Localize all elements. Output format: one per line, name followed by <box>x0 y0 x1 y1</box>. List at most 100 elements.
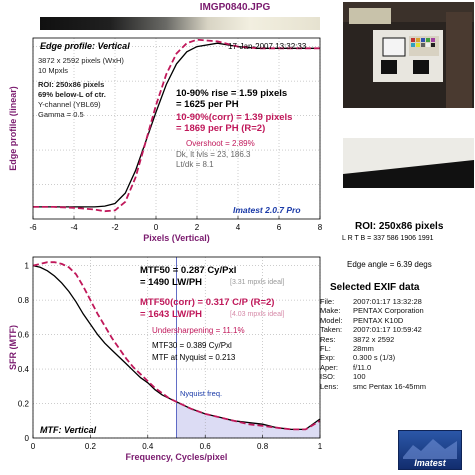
exif-value: 2007:01:17 10:59:42 <box>353 325 422 335</box>
exif-row: Res: 3872 x 2592 <box>320 335 426 344</box>
y-axis-label: SFR (MTF) <box>8 325 18 370</box>
exif-row: Exp: 0.300 s (1/3) <box>320 353 426 362</box>
nyquist-shaded-region <box>176 401 320 438</box>
exif-key: Taken: <box>320 325 343 335</box>
edge-info: 3872 x 2592 pixels (WxH) 10 Mpxls ROI: 2… <box>38 56 124 120</box>
exif-value: smc Pentax 16-45mm <box>353 381 426 391</box>
mtf50-corr-ideal: [4.03 mpxls ideal] <box>230 311 285 318</box>
x-tick-label: -4 <box>70 223 78 232</box>
x-tick-label: 2 <box>195 223 200 232</box>
info-gamma: Gamma = 0.5 <box>38 110 84 119</box>
series-corrected <box>32 261 321 431</box>
exif-value: PENTAX Corporation <box>353 306 424 316</box>
x-tick-label: 0.2 <box>85 442 97 451</box>
mtf50-corr-line1: MTF50(corr) = 0.317 C/P (R=2) <box>140 297 275 308</box>
exif-row: ISO: 100 <box>320 372 426 381</box>
overshoot: Overshoot = 2.89% <box>186 139 255 148</box>
exif-key: FL: <box>320 344 331 354</box>
series-corrected <box>33 38 320 213</box>
exif-key: Exp: <box>320 353 336 363</box>
edge-date: 17-Jan-2007 13:32:33 <box>228 42 307 51</box>
edge-profile-chart: -6 -4 -2 0 2 4 6 8 Pixels (Vertical) Edge profile… <box>8 37 323 243</box>
mtf50-line2: = 1490 LW/PH <box>140 277 203 288</box>
rise-corr-line1: 10-90%(corr) = 1.39 pixels <box>176 112 293 123</box>
light-dark-ratio: Lt/dk = 8.1 <box>176 160 214 169</box>
edge-subtitle: Edge profile: Vertical <box>40 41 130 51</box>
edge-angle: Edge angle = 6.39 degs <box>347 260 432 269</box>
y-tick-label: 1 <box>25 262 30 271</box>
exif-key: Model: <box>320 315 343 325</box>
x-axis-label: Frequency, Cycles/pixel <box>126 452 228 462</box>
x-axis-label: Pixels (Vertical) <box>143 233 210 243</box>
y-tick-label: 0 <box>25 434 30 443</box>
exif-row: Lens: smc Pentax 16-45mm <box>320 382 426 391</box>
exif-key: ISO: <box>320 372 336 382</box>
rise-line2: = 1625 per PH <box>176 99 239 110</box>
x-tick-label: 1 <box>318 442 323 451</box>
dark-light-levels: Dk, lt lvls = 23, 186.3 <box>176 150 251 159</box>
roi-lrtb: L R T B = 337 586 1906 1991 <box>342 235 434 242</box>
info-channel: Y-channel (YBL69) <box>38 100 101 109</box>
mtf50-line1: MTF50 = 0.287 Cy/Pxl <box>140 265 237 276</box>
info-location: 69% below-L of ctr. <box>38 90 106 99</box>
exif-key: File: <box>320 297 335 306</box>
info-roi: ROI: 250x86 pixels <box>38 80 105 89</box>
exif-key: Lens: <box>320 381 339 391</box>
exif-value: 3872 x 2592 <box>353 334 395 344</box>
exif-row: File: 2007:01:17 13:32:28 <box>320 297 426 306</box>
logo-text: Imatest <box>414 458 447 468</box>
mtf-at-nyquist: MTF at Nyquist = 0.213 <box>152 353 236 362</box>
exif-key: Aper: <box>320 362 338 372</box>
exif-table: File: 2007:01:17 13:32:28 Make: PENTAX Corp… <box>320 297 426 391</box>
exif-value: 28mm <box>353 344 374 354</box>
plot-frame <box>32 37 321 220</box>
plot-frame <box>32 256 321 439</box>
exif-key: Res: <box>320 334 336 344</box>
y-tick-label: 0.8 <box>18 296 30 305</box>
y-tick-label: 0.6 <box>18 331 30 340</box>
exif-value: 100 <box>353 372 366 382</box>
x-tick-label: 0.4 <box>142 442 154 451</box>
x-tick-label: 4 <box>236 223 241 232</box>
imatest-logo: Imatest <box>398 430 462 470</box>
exif-value: f/11.0 <box>353 362 372 372</box>
rise-line1: 10-90% rise = 1.59 pixels <box>176 88 288 99</box>
exif-row: Make: PENTAX Corporation <box>320 306 426 315</box>
page-title: IMGP0840.JPG <box>199 2 271 13</box>
x-tick-label: 6 <box>277 223 282 232</box>
mtf50-ideal: [3.31 mpxls ideal] <box>230 279 285 286</box>
series-measured <box>32 264 321 431</box>
roi-thumbnail <box>343 138 474 188</box>
exif-row: Aper: f/11.0 <box>320 363 426 372</box>
x-tick-label: -6 <box>29 223 37 232</box>
exif-key: Make: <box>320 306 341 316</box>
exif-row: Model: PENTAX K10D <box>320 316 426 325</box>
exif-title: Selected EXIF data <box>330 282 420 293</box>
version-label: Imatest 2.0.7 Pro <box>233 205 301 215</box>
crop-thumbnail <box>343 2 474 108</box>
x-tick-label: 0 <box>31 442 36 451</box>
undersharpening: Undersharpening = 11.1% <box>152 326 245 335</box>
mtf-chart: 0 0.2 0.4 0.6 0.8 1 0 0.2 0.4 0.6 0.8 1 Frequency, C… <box>8 256 323 462</box>
exif-value: 0.300 s (1/3) <box>353 353 396 363</box>
mtf50-corr-line2: = 1643 LW/PH <box>140 309 203 320</box>
edge-strip-image <box>40 17 320 30</box>
exif-value: 2007:01:17 13:32:28 <box>353 297 422 306</box>
y-tick-label: 0.4 <box>18 365 30 374</box>
exif-row: Taken: 2007:01:17 10:59:42 <box>320 325 426 334</box>
x-tick-label: 8 <box>318 223 323 232</box>
nyquist-label: Nyquist freq. <box>180 389 223 398</box>
exif-value: PENTAX K10D <box>353 315 404 325</box>
rise-corr-line2: = 1869 per PH (R=2) <box>176 123 266 134</box>
mtf30: MTF30 = 0.389 Cy/Pxl <box>152 341 232 350</box>
mtf-subtitle: MTF: Vertical <box>40 425 97 435</box>
info-mpxls: 10 Mpxls <box>38 66 69 75</box>
exif-row: FL: 28mm <box>320 344 426 353</box>
roi-size: ROI: 250x86 pixels <box>355 221 444 232</box>
x-tick-label: 0.6 <box>200 442 212 451</box>
x-tick-label: 0.8 <box>257 442 269 451</box>
info-resolution: 3872 x 2592 pixels (WxH) <box>38 56 124 65</box>
x-tick-label: -2 <box>111 223 119 232</box>
x-tick-label: 0 <box>154 223 159 232</box>
